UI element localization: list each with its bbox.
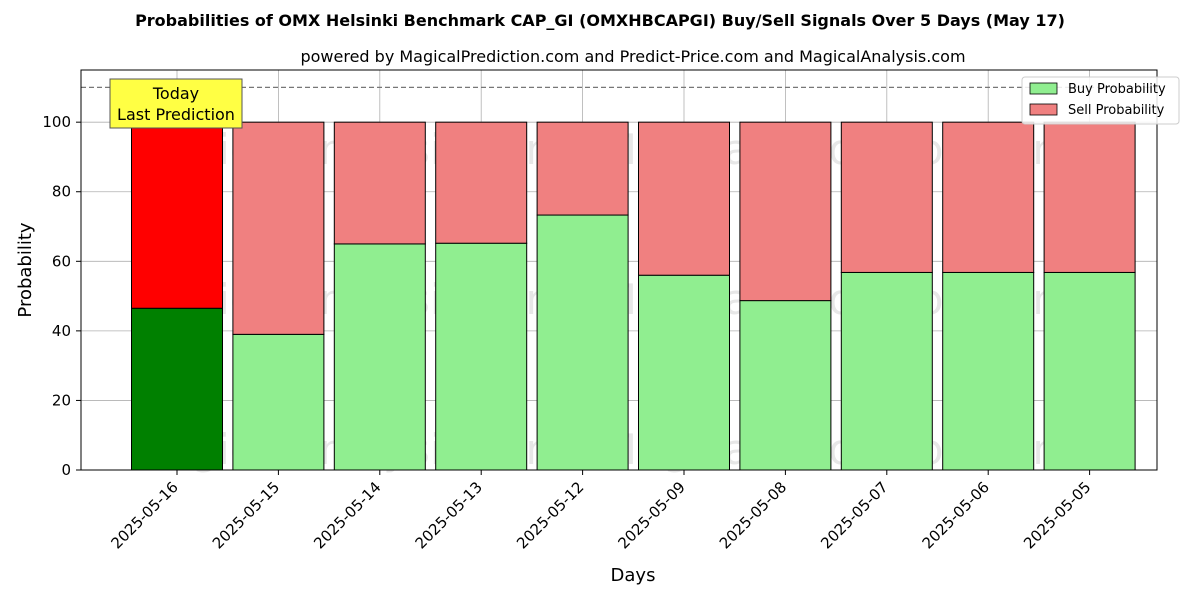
today-annotation: Today Last Prediction — [109, 78, 243, 129]
annotation-line1: Today — [152, 84, 199, 103]
y-tick-label: 60 — [52, 252, 71, 270]
bar-buy-2025-05-05 — [1043, 271, 1136, 471]
bar-buy-2025-05-07 — [840, 271, 933, 471]
bar-buy-2025-05-06 — [942, 271, 1035, 471]
legend-label-buy: Buy Probability — [1068, 82, 1166, 97]
y-tick-label: 40 — [52, 322, 71, 340]
x-tick-label: 2025-05-09 — [614, 478, 688, 552]
annotation-box — [109, 78, 243, 129]
y-tick-label: 80 — [52, 183, 71, 201]
chart-subtitle: powered by MagicalPrediction.com and Pre… — [300, 47, 965, 66]
bar-sell-2025-05-13 — [435, 121, 528, 244]
x-tick-label: 2025-05-07 — [817, 478, 891, 552]
x-tick-label: 2025-05-16 — [107, 478, 181, 552]
bar-sell-2025-05-06 — [942, 121, 1035, 273]
bar-sell-2025-05-08 — [739, 121, 832, 302]
bar-sell-2025-05-15 — [232, 121, 325, 335]
bar-buy-2025-05-16 — [131, 307, 223, 471]
x-tick-label: 2025-05-12 — [513, 478, 587, 552]
bar-sell-2025-05-16 — [131, 121, 223, 309]
plot-frame — [80, 69, 1158, 471]
bar-buy-2025-05-12 — [536, 214, 629, 471]
y-axis-label: Probability — [15, 222, 36, 317]
x-tick-label: 2025-05-15 — [209, 478, 283, 552]
bar-buy-2025-05-13 — [435, 242, 528, 471]
bars — [131, 121, 1136, 471]
x-axis-label: Days — [611, 565, 656, 586]
legend-frame — [1021, 76, 1180, 125]
legend-swatch-buy — [1029, 82, 1058, 95]
bar-sell-2025-05-07 — [840, 121, 933, 273]
bar-sell-2025-05-14 — [333, 121, 426, 245]
x-tick-label: 2025-05-13 — [412, 478, 486, 552]
y-tick-label: 20 — [52, 391, 71, 409]
x-tick-label: 2025-05-14 — [310, 478, 384, 552]
y-tick-label: 100 — [42, 113, 71, 131]
bar-buy-2025-05-14 — [333, 243, 426, 471]
bar-buy-2025-05-08 — [739, 300, 832, 471]
chart-title: Probabilities of OMX Helsinki Benchmark … — [135, 11, 1065, 30]
x-tick-label: 2025-05-06 — [919, 478, 993, 552]
x-tick-label: 2025-05-05 — [1020, 478, 1094, 552]
bar-sell-2025-05-05 — [1043, 121, 1136, 273]
bar-sell-2025-05-12 — [536, 121, 629, 216]
x-axis: 2025-05-16 2025-05-15 2025-05-14 2025-05-13… — [107, 470, 1094, 552]
y-axis: 0 20 40 60 80 100 — [42, 113, 81, 479]
annotation-line2: Last Prediction — [117, 105, 235, 124]
legend-swatch-sell — [1029, 103, 1058, 116]
bar-buy-2025-05-09 — [638, 274, 730, 471]
legend: Buy Probability Sell Probability — [1021, 76, 1180, 125]
x-tick-label: 2025-05-08 — [716, 478, 790, 552]
bar-buy-2025-05-15 — [232, 333, 325, 471]
bar-sell-2025-05-09 — [638, 121, 730, 276]
legend-label-sell: Sell Probability — [1068, 103, 1165, 118]
y-tick-label: 0 — [61, 461, 71, 479]
